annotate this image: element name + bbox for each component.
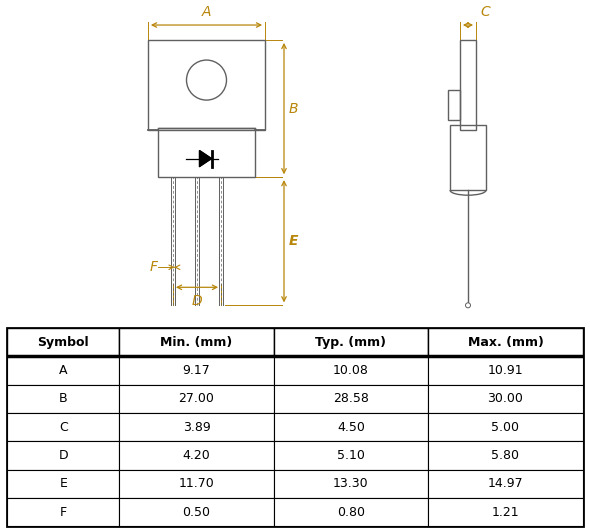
- Text: B: B: [59, 393, 67, 405]
- Text: 10.08: 10.08: [333, 364, 369, 377]
- Bar: [7, 441, 119, 470]
- Bar: [428, 498, 583, 526]
- Bar: [148, 40, 265, 130]
- Text: 10.91: 10.91: [488, 364, 523, 377]
- Bar: [119, 470, 274, 498]
- Text: 1.21: 1.21: [491, 506, 519, 519]
- Text: Typ. (mm): Typ. (mm): [316, 335, 386, 349]
- Bar: [450, 125, 486, 190]
- Bar: [448, 90, 460, 120]
- Text: C: C: [480, 5, 490, 19]
- Bar: [274, 470, 428, 498]
- Text: D: D: [192, 294, 202, 308]
- Bar: [7, 328, 119, 357]
- Text: 4.50: 4.50: [337, 421, 365, 434]
- Text: E: E: [59, 477, 67, 490]
- Text: F: F: [60, 506, 67, 519]
- Bar: [274, 441, 428, 470]
- Bar: [119, 357, 274, 385]
- Text: 5.00: 5.00: [491, 421, 519, 434]
- Bar: [428, 328, 583, 357]
- Text: 3.89: 3.89: [183, 421, 211, 434]
- Text: C: C: [59, 421, 68, 434]
- Text: 5.10: 5.10: [337, 449, 365, 462]
- Bar: [119, 441, 274, 470]
- Text: Max. (mm): Max. (mm): [467, 335, 543, 349]
- Text: Min. (mm): Min. (mm): [160, 335, 232, 349]
- Text: 4.20: 4.20: [183, 449, 211, 462]
- Circle shape: [466, 303, 470, 308]
- Bar: [274, 498, 428, 526]
- Bar: [7, 357, 119, 385]
- Bar: [428, 470, 583, 498]
- Bar: [274, 385, 428, 413]
- Bar: [274, 357, 428, 385]
- Bar: [119, 498, 274, 526]
- Text: 28.58: 28.58: [333, 393, 369, 405]
- Bar: [274, 328, 428, 357]
- Text: 11.70: 11.70: [179, 477, 214, 490]
- Text: 0.50: 0.50: [182, 506, 211, 519]
- Bar: [119, 413, 274, 441]
- Text: 9.17: 9.17: [183, 364, 211, 377]
- Bar: [460, 40, 476, 130]
- Bar: [428, 413, 583, 441]
- Text: D: D: [58, 449, 68, 462]
- Text: B: B: [289, 102, 299, 116]
- Text: E: E: [289, 234, 299, 248]
- Bar: [7, 498, 119, 526]
- Bar: [7, 413, 119, 441]
- Bar: [158, 128, 255, 177]
- Text: 14.97: 14.97: [488, 477, 523, 490]
- Bar: [428, 357, 583, 385]
- Text: 0.80: 0.80: [337, 506, 365, 519]
- Polygon shape: [199, 151, 211, 167]
- Bar: [428, 441, 583, 470]
- Text: 30.00: 30.00: [487, 393, 523, 405]
- Bar: [274, 413, 428, 441]
- Text: A: A: [202, 5, 211, 19]
- Bar: [7, 385, 119, 413]
- Text: 5.80: 5.80: [491, 449, 519, 462]
- Text: 13.30: 13.30: [333, 477, 369, 490]
- Bar: [119, 385, 274, 413]
- Text: F: F: [149, 260, 158, 274]
- Bar: [119, 328, 274, 357]
- Text: A: A: [59, 364, 67, 377]
- Text: Symbol: Symbol: [37, 335, 89, 349]
- Text: 27.00: 27.00: [179, 393, 215, 405]
- Bar: [7, 470, 119, 498]
- Bar: [428, 385, 583, 413]
